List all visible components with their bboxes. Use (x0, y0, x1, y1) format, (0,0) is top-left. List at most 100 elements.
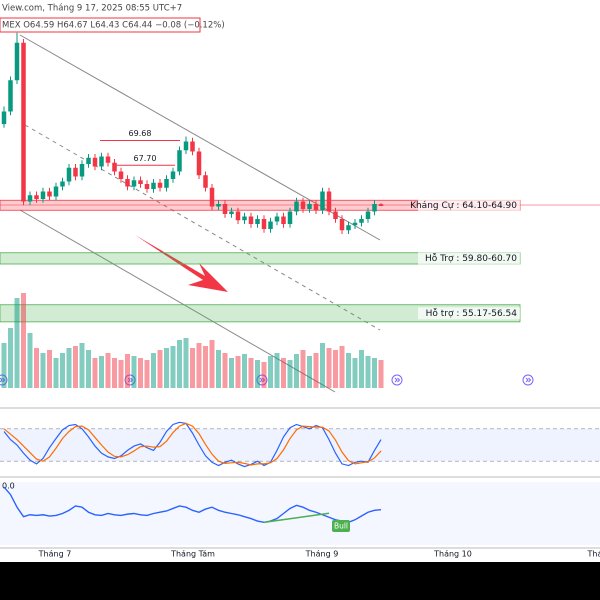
volume-bar (138, 358, 143, 388)
candle-body (164, 179, 169, 188)
candle-body (287, 211, 293, 224)
volume-bar (281, 358, 286, 388)
volume-bar (365, 356, 371, 388)
indicator-line (3, 486, 382, 524)
volume-bar (131, 356, 137, 388)
candle-body (131, 180, 137, 187)
volume-bar (99, 356, 104, 388)
candle-body (352, 222, 358, 226)
x-tick-label: Tháng Tám (170, 550, 215, 559)
volume-bar (40, 353, 46, 388)
candle-body (151, 182, 156, 189)
candle-body (47, 191, 52, 197)
volume-bar (86, 350, 91, 388)
candle-body (255, 219, 260, 224)
volume-bar (229, 358, 234, 388)
volume-bar (242, 354, 247, 388)
volume-bar (34, 348, 39, 388)
volume-bar (53, 358, 59, 388)
candle-body (40, 191, 46, 199)
volume-bar (21, 293, 26, 388)
volume-bar (378, 360, 384, 388)
candle-body (27, 195, 33, 202)
volume-bar (307, 356, 312, 388)
volume-bar (66, 348, 72, 388)
volume-bar (203, 346, 208, 388)
volume-bar (27, 333, 33, 388)
candle-body (21, 42, 26, 202)
volume-bar (268, 356, 273, 388)
candle-body (248, 216, 254, 224)
zone-label-box (418, 252, 520, 265)
volume-bar (261, 362, 267, 388)
candle-body (125, 179, 130, 187)
volume-bar (294, 354, 299, 388)
candle-body (177, 150, 182, 172)
zone-label: Kháng Cự : 64.10-64.90 (410, 201, 517, 211)
volume-bar (170, 346, 176, 388)
candle-body (346, 225, 351, 231)
zone-label: Hỗ trợ : 55.17-56.54 (426, 308, 518, 319)
volume-bar (274, 353, 280, 388)
pane-label: 0.0 (2, 482, 15, 491)
price-mark-label: 67.70 (134, 154, 157, 163)
volume-bar (190, 348, 195, 388)
volume-bar (164, 348, 169, 388)
candle-body (333, 211, 338, 219)
candle-body (138, 180, 143, 184)
candle-body (307, 204, 312, 209)
candle-body (34, 195, 39, 199)
zone-label-box (418, 307, 520, 320)
pane-fill (0, 482, 600, 545)
arrow (135, 235, 228, 292)
candle-body (170, 171, 176, 179)
bull-label: Bull (334, 522, 348, 531)
candle-body (144, 184, 150, 189)
candle-body (105, 156, 111, 163)
candle-body (294, 201, 299, 212)
stoch-line (3, 421, 382, 468)
scroll-icon-arrow (394, 377, 401, 383)
volume-bar (235, 356, 241, 388)
x-tick-label: Tháng 7 (38, 550, 72, 559)
candle-body (378, 204, 384, 206)
candle-body (209, 187, 215, 207)
volume-bar (92, 358, 98, 388)
volume-bar (248, 358, 254, 388)
candle-body (112, 162, 117, 172)
volume-bar (14, 298, 20, 388)
candle-body (326, 191, 332, 212)
candle-body (216, 204, 221, 207)
candle-body (300, 201, 306, 209)
volume-bar (313, 353, 319, 388)
candle-body (73, 167, 78, 177)
divergence-line (263, 512, 330, 524)
volume-bar (183, 338, 189, 388)
volume-bar (105, 353, 111, 388)
candle-body (222, 204, 228, 214)
candle-body (8, 80, 13, 112)
volume-bar (339, 346, 345, 388)
candle-body (14, 42, 20, 81)
volume-bar (209, 340, 215, 388)
volume-bar (125, 354, 130, 388)
volume-bar (255, 360, 260, 388)
volume-bar (326, 348, 332, 388)
background (0, 0, 600, 562)
candle-body (268, 221, 273, 229)
bottom-band (0, 562, 600, 600)
volume-bar (352, 358, 358, 388)
candle-body (274, 216, 280, 222)
candle-body (242, 216, 247, 221)
volume-bar (300, 350, 306, 388)
candle-body (313, 204, 319, 211)
volume-bar (287, 360, 293, 388)
candle-body (235, 211, 241, 221)
quote-box (0, 17, 201, 33)
candle-body (365, 211, 371, 219)
volume-bar (320, 343, 325, 388)
candle-body (203, 175, 208, 188)
price-mark-label: 69.68 (129, 129, 152, 138)
band-fill (0, 428, 600, 462)
candle-body (196, 151, 202, 176)
